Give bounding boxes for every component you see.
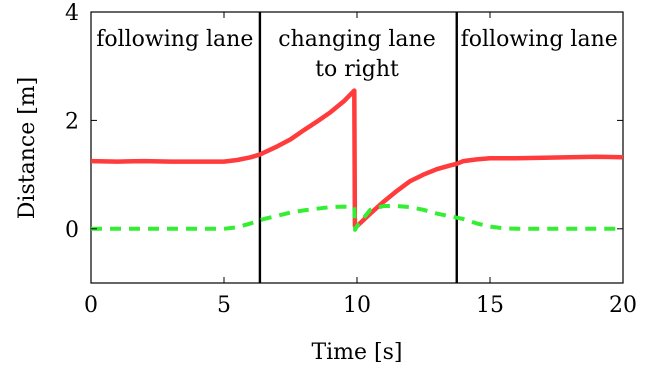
x-tick-label-20: 20 <box>609 293 637 318</box>
x-axis-label: Time [s] <box>311 340 402 365</box>
series-line-1 <box>90 88 624 229</box>
x-tick-label-10: 10 <box>343 293 371 318</box>
x-tick-label-0: 0 <box>84 293 98 318</box>
y-tick-label-4: 4 <box>65 1 79 26</box>
series-line-2 <box>91 204 623 232</box>
phase-annotation-3: following lane <box>461 27 618 52</box>
y-tick-label-2: 2 <box>65 109 79 134</box>
phase-annotation-1: following lane <box>96 27 253 52</box>
y-tick-label-0: 0 <box>65 218 79 243</box>
x-tick-label-5: 5 <box>217 293 231 318</box>
phase-annotation-2: changing lane to right <box>278 27 435 82</box>
y-axis-label: Distance [m] <box>15 77 40 219</box>
plot-frame <box>90 11 624 284</box>
x-tick-label-15: 15 <box>476 293 504 318</box>
